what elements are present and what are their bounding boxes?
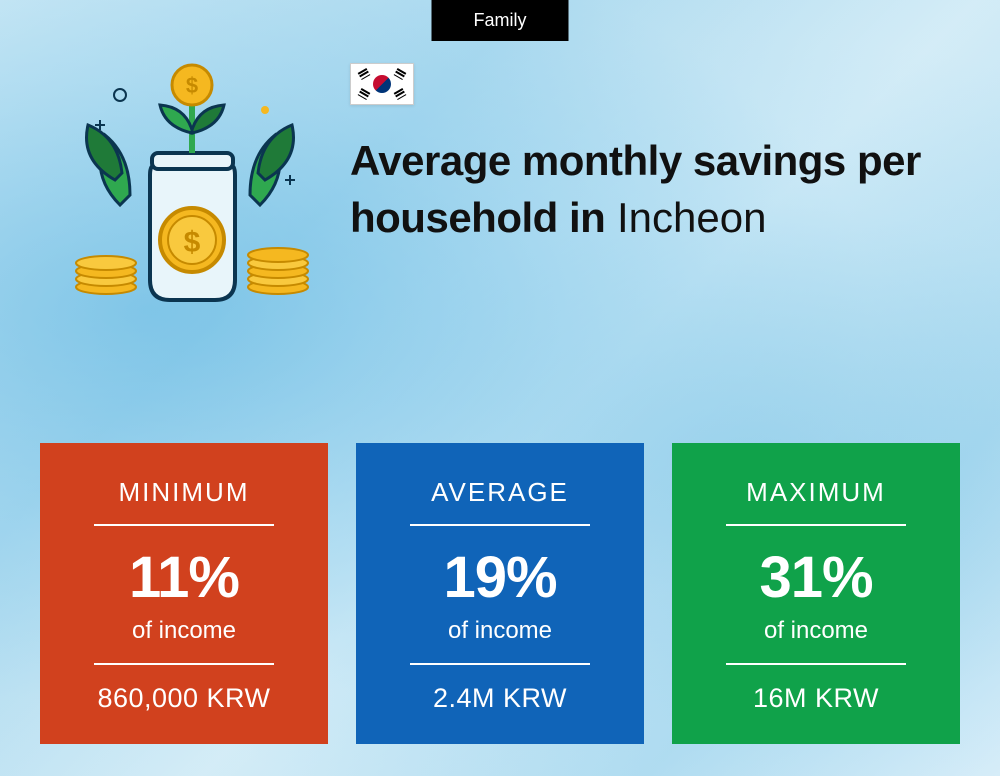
card-label: AVERAGE	[431, 477, 569, 508]
divider	[726, 663, 907, 665]
card-percent: 11%	[129, 544, 239, 611]
card-amount: 2.4M KRW	[433, 683, 567, 714]
savings-illustration: $ $	[60, 55, 320, 315]
svg-text:$: $	[186, 73, 198, 98]
stat-card-minimum: MINIMUM 11% of income 860,000 KRW	[40, 443, 328, 744]
card-percent: 19%	[443, 544, 556, 611]
card-percent: 31%	[759, 544, 872, 611]
divider	[410, 524, 591, 526]
page-title: Average monthly savings per household in…	[350, 133, 950, 246]
divider	[94, 663, 275, 665]
stat-card-average: AVERAGE 19% of income 2.4M KRW	[356, 443, 644, 744]
divider	[410, 663, 591, 665]
title-block: Average monthly savings per household in…	[350, 55, 950, 246]
card-amount: 16M KRW	[753, 683, 879, 714]
title-location: Incheon	[617, 194, 766, 241]
stat-cards: MINIMUM 11% of income 860,000 KRW AVERAG…	[40, 443, 960, 744]
card-amount: 860,000 KRW	[97, 683, 270, 714]
svg-text:$: $	[184, 226, 201, 259]
card-label: MINIMUM	[119, 477, 250, 508]
korea-flag-icon	[350, 63, 414, 105]
hero-section: $ $ Average monthly savings per househol…	[60, 55, 950, 315]
card-sub: of income	[764, 617, 868, 645]
divider	[726, 524, 907, 526]
divider	[94, 524, 275, 526]
category-tab: Family	[432, 0, 569, 41]
stat-card-maximum: MAXIMUM 31% of income 16M KRW	[672, 443, 960, 744]
card-sub: of income	[448, 617, 552, 645]
card-label: MAXIMUM	[746, 477, 886, 508]
savings-jar-icon: $ $	[60, 55, 320, 315]
card-sub: of income	[132, 617, 236, 645]
